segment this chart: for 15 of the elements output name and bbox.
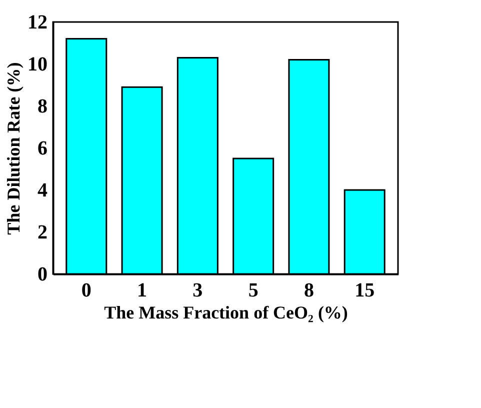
x-axis-title: The Mass Fraction of CeO₂ (%) [104, 302, 348, 322]
y-tick-label: 4 [38, 180, 48, 202]
x-tick-label: 1 [137, 280, 148, 302]
y-tick-label: 12 [28, 12, 48, 34]
y-tick-label: 8 [38, 96, 48, 118]
x-tick-label: 0 [81, 280, 92, 302]
x-tick-label: 15 [354, 280, 375, 302]
x-tick-label: 5 [248, 280, 258, 302]
y-tick-label: 6 [38, 138, 48, 160]
y-tick-label: 0 [38, 264, 48, 286]
y-tick-label: 10 [28, 54, 48, 76]
y-tick-label: 2 [38, 222, 48, 244]
x-tick-label: 8 [304, 280, 314, 302]
y-axis-title: The Dilution Rate (%) [4, 62, 24, 235]
x-tick-label: 3 [192, 280, 203, 302]
